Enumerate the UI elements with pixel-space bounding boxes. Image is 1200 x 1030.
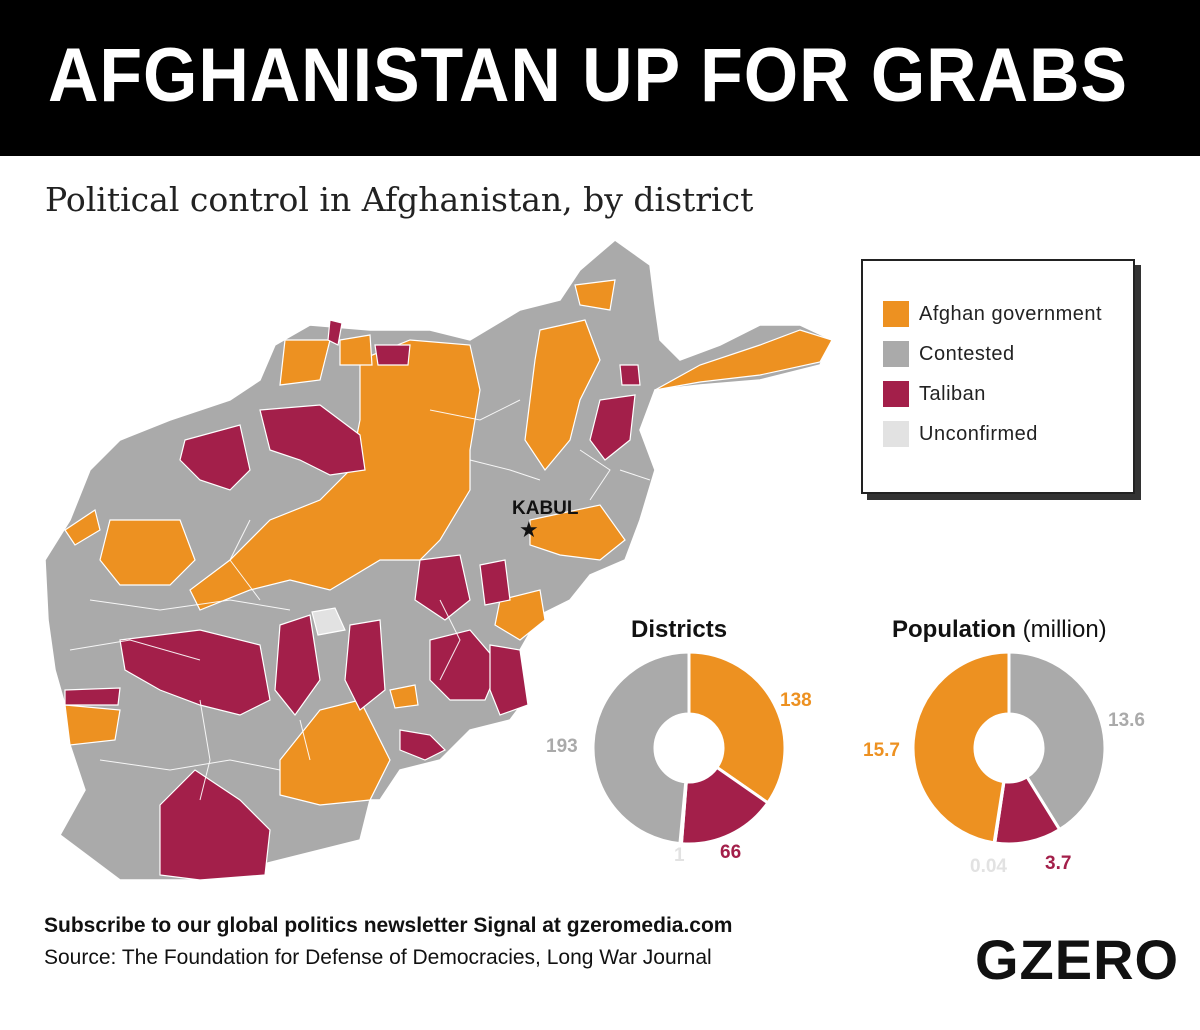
legend-item-taliban: Taliban — [883, 381, 986, 407]
district-boundaries — [69, 399, 651, 801]
districts-chart-title: Districts — [631, 616, 728, 643]
taliban-regions — [64, 319, 641, 881]
population-value-government: 15.7 — [863, 740, 900, 761]
afghanistan-map — [44, 239, 834, 881]
districts-value-unconfirmed: 1 — [674, 845, 685, 866]
legend-item-unconfirmed: Unconfirmed — [883, 421, 1038, 447]
unconfirmed-region — [311, 607, 346, 636]
legend-swatch-taliban — [883, 381, 909, 407]
gzero-logo: GZERO — [975, 928, 1180, 991]
subtitle: Political control in Afghanistan, by dis… — [45, 180, 754, 219]
page-title: AFGHANISTAN UP FOR GRABS — [48, 33, 1128, 118]
donut-slice-afghan-government — [911, 650, 1011, 845]
legend-label: Unconfirmed — [919, 422, 1038, 445]
legend-label: Contested — [919, 342, 1015, 365]
star-icon: ★ — [519, 517, 539, 542]
government-regions — [64, 279, 833, 806]
population-value-unconfirmed: 0.04 — [970, 856, 1007, 877]
legend-item-government: Afghan government — [883, 301, 1102, 327]
districts-value-taliban: 66 — [720, 842, 742, 863]
legend-swatch-unconfirmed — [883, 421, 909, 447]
donut-slice-afghan-government — [687, 650, 787, 805]
population-title-main: Population — [892, 616, 1016, 643]
population-title-unit: (million) — [1022, 616, 1107, 643]
legend-swatch-contested — [883, 341, 909, 367]
districts-donut-chart — [591, 650, 787, 846]
population-chart-title: Population (million) — [892, 616, 1107, 644]
districts-value-contested: 193 — [546, 736, 578, 757]
kabul-label: KABUL — [512, 498, 579, 519]
source-text: Source: The Foundation for Defense of De… — [44, 946, 712, 969]
donut-slice-contested — [591, 650, 691, 846]
population-donut-chart — [911, 650, 1107, 846]
population-value-contested: 13.6 — [1108, 710, 1145, 731]
districts-value-government: 138 — [780, 690, 812, 711]
legend-swatch-government — [883, 301, 909, 327]
population-value-taliban: 3.7 — [1045, 853, 1072, 874]
donut-slice-taliban — [679, 765, 770, 846]
legend-label: Taliban — [919, 382, 986, 405]
legend: Afghan government Contested Taliban Unco… — [861, 259, 1135, 494]
legend-label: Afghan government — [919, 302, 1103, 325]
subscribe-text: Subscribe to our global politics newslet… — [44, 914, 733, 937]
legend-item-contested: Contested — [883, 341, 1015, 367]
header-banner: AFGHANISTAN UP FOR GRABS — [0, 0, 1200, 156]
